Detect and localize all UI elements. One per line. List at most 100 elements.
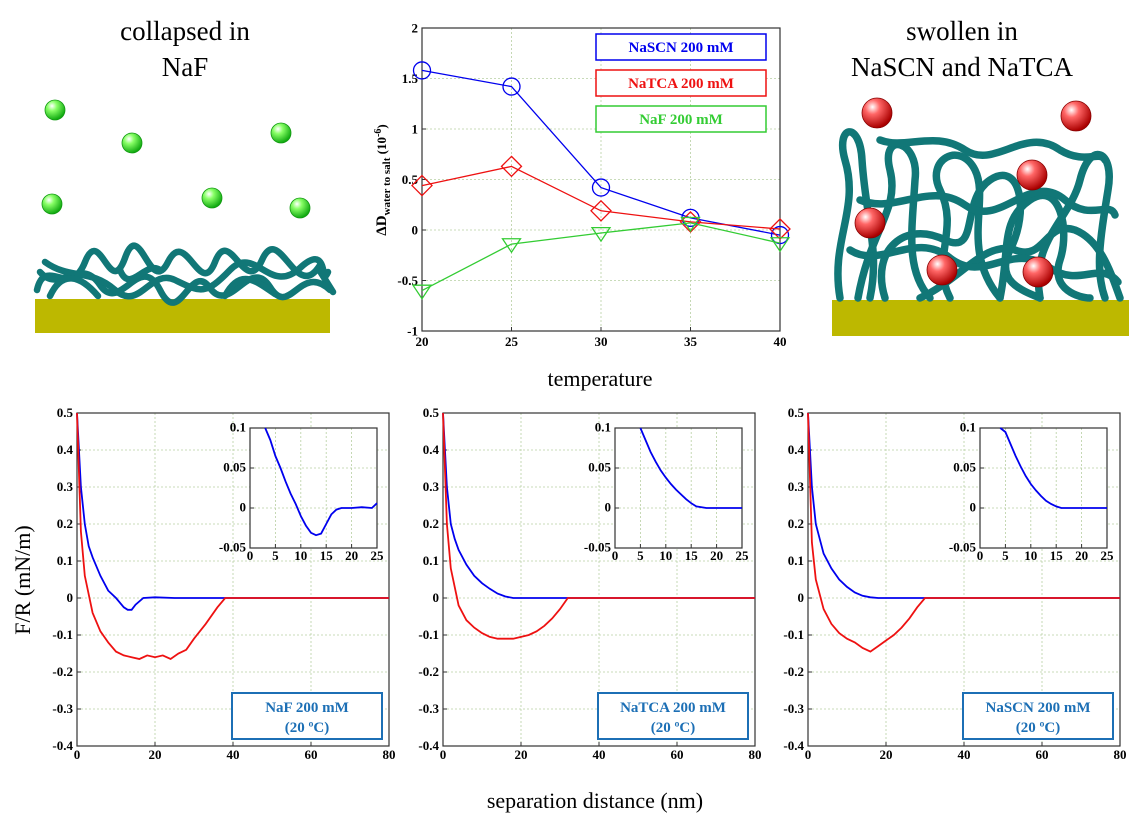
inset-series-line xyxy=(264,427,378,537)
x-tick-label: 5 xyxy=(1002,548,1009,563)
series-line xyxy=(76,412,389,661)
series-line xyxy=(421,165,781,230)
ion-sphere xyxy=(270,122,292,144)
y-tick-label: 0.3 xyxy=(423,479,440,494)
force-chart-natca: 0 20 40 60 80 -0.4 -0.3 -0.2 -0.1 0 0.1 0.2 0.3 0.4 0.… xyxy=(418,405,761,762)
data-point xyxy=(680,216,701,233)
y-tick-label: 1.5 xyxy=(402,71,419,86)
x-tick-label: 20 xyxy=(1075,548,1088,563)
x-tick-label: 0 xyxy=(247,548,254,563)
polymer-chain xyxy=(877,171,1044,302)
plot-frame xyxy=(249,427,378,549)
y-tick-label: -0.3 xyxy=(418,701,439,716)
condition-temp-label: (20 ºC) xyxy=(1016,720,1061,736)
y-tick-label: 0.2 xyxy=(57,516,73,531)
inset-series-line xyxy=(639,427,742,509)
y-tick-label: -0.4 xyxy=(52,738,73,753)
y-tick-label: -0.5 xyxy=(397,273,418,288)
x-tick-label: 20 xyxy=(345,548,358,563)
x-tick-label: 20 xyxy=(416,334,429,349)
force-chart-naf: 0 20 40 60 80 -0.4 -0.3 -0.2 -0.1 0 0.1 0.2 0.3 0.4 0.… xyxy=(52,405,395,762)
x-tick-label: 0 xyxy=(977,548,984,563)
ion-sphere xyxy=(861,97,893,129)
ion-sphere xyxy=(1022,256,1054,288)
legend-box xyxy=(595,105,767,133)
x-tick-label: 40 xyxy=(958,747,971,762)
x-tick-label: 10 xyxy=(1024,548,1037,563)
legend-box xyxy=(595,33,767,61)
data-point xyxy=(590,199,612,222)
x-tick-label: 25 xyxy=(505,334,519,349)
x-tick-label: 35 xyxy=(684,334,698,349)
y-tick-label: -0.4 xyxy=(418,738,439,753)
y-tick-label: -0.3 xyxy=(783,701,804,716)
ion-sphere xyxy=(41,193,63,215)
x-tick-label: 60 xyxy=(671,747,684,762)
y-tick-label: 1 xyxy=(412,122,419,137)
y-tick-label: 0.4 xyxy=(57,442,74,457)
y-tick-label: 0.3 xyxy=(57,479,74,494)
right-substrate xyxy=(832,300,1129,336)
polymer-chain xyxy=(46,265,279,300)
legend-label: NaTCA 200 mM xyxy=(628,76,734,92)
collapsed-schematic: collapsed in NaF xyxy=(33,16,337,333)
plot-frame xyxy=(979,427,1108,549)
x-tick-label: 20 xyxy=(880,747,893,762)
polymer-chain xyxy=(41,256,332,300)
y-tick-label: 0.05 xyxy=(588,460,611,475)
right-title-line2: NaSCN and NaTCA xyxy=(851,52,1073,82)
separation-axis-label: separation distance (nm) xyxy=(487,788,703,813)
ion-sphere xyxy=(926,254,958,286)
x-tick-label: 5 xyxy=(637,548,644,563)
condition-box xyxy=(597,692,749,740)
series-line xyxy=(442,412,755,599)
y-tick-label: -0.2 xyxy=(52,664,73,679)
x-tick-label: 0 xyxy=(805,747,812,762)
temperature-axis-label: temperature xyxy=(547,366,652,391)
x-tick-label: 40 xyxy=(774,334,787,349)
ion-sphere xyxy=(201,187,223,209)
y-tick-label: 0 xyxy=(433,590,440,605)
data-point xyxy=(412,61,432,80)
top-chart: 20 25 30 35 40 -1 -0.5 0 0.5 1 1.5 2 ΔDwater to salt… xyxy=(373,21,791,349)
y-tick-label: 0.1 xyxy=(423,553,439,568)
y-tick-label: 0.05 xyxy=(223,460,246,475)
legend-box xyxy=(595,69,767,97)
y-tick-label: 0 xyxy=(970,500,977,515)
left-polymer-brush xyxy=(33,242,337,306)
y-tick-label: -0.2 xyxy=(783,664,804,679)
x-tick-label: 80 xyxy=(1114,747,1127,762)
x-tick-label: 25 xyxy=(736,548,750,563)
ion-sphere xyxy=(289,197,311,219)
y-tick-label: 0.2 xyxy=(788,516,804,531)
polymer-chain xyxy=(846,244,1122,286)
left-substrate xyxy=(35,299,330,333)
x-tick-label: 15 xyxy=(685,548,699,563)
y-tick-label: 0.4 xyxy=(788,442,805,457)
y-tick-label: -0.05 xyxy=(584,540,612,555)
condition-temp-label: (20 ºC) xyxy=(285,720,330,736)
force-chart-nascn: 0 20 40 60 80 -0.4 -0.3 -0.2 -0.1 0 0.1 0.2 0.3 0.4 0.… xyxy=(783,405,1126,762)
y-tick-label: 0.05 xyxy=(953,460,976,475)
y-tick-label: -0.05 xyxy=(219,540,247,555)
data-point xyxy=(500,155,523,178)
ion-sphere xyxy=(1016,159,1048,191)
force-axis-label: F/R (mN/m) xyxy=(10,525,35,634)
series-line xyxy=(421,222,781,292)
data-point xyxy=(769,218,791,240)
data-point xyxy=(501,238,522,254)
plot-area xyxy=(250,428,377,548)
ion-sphere xyxy=(121,132,143,154)
y-tick-label: 0.3 xyxy=(788,479,805,494)
plot-area xyxy=(980,428,1107,548)
polymer-chain xyxy=(996,191,1094,302)
x-tick-label: 10 xyxy=(294,548,307,563)
data-point xyxy=(770,225,790,245)
polymer-chain xyxy=(33,242,337,296)
right-polymer-brush xyxy=(834,128,1124,302)
y-tick-label: -0.2 xyxy=(418,664,439,679)
y-tick-label: 0.5 xyxy=(57,405,74,420)
top-y-axis-label: ΔDwater to salt (10-6) xyxy=(373,124,393,235)
